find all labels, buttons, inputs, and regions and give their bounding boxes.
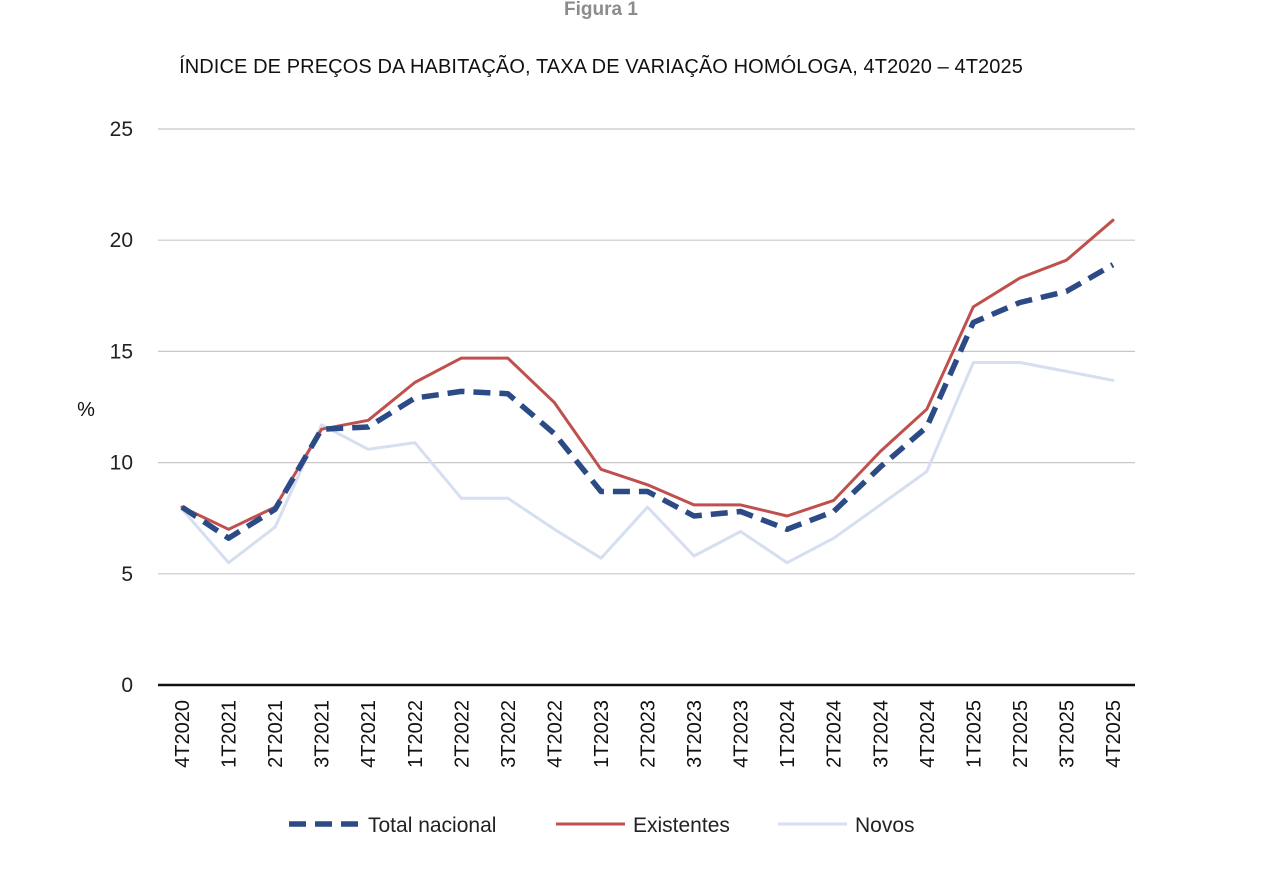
- y-tick-label: 20: [110, 229, 133, 252]
- x-tick-label: 3T2023: [684, 700, 706, 768]
- x-tick-label: 2T2024: [824, 700, 846, 768]
- chart-title: ÍNDICE DE PREÇOS DA HABITAÇÃO, TAXA DE V…: [179, 56, 1023, 78]
- x-tick-label: 2T2023: [638, 700, 660, 768]
- x-tick-label: 2T2025: [1010, 700, 1032, 768]
- figure-label: Figura 1: [564, 0, 638, 20]
- series-lines: [180, 218, 1115, 565]
- x-tick-label: 4T2020: [172, 700, 194, 768]
- x-tick-label: 1T2025: [963, 700, 985, 768]
- x-tick-label: 1T2021: [219, 700, 241, 768]
- x-tick-label: 3T2024: [870, 700, 892, 768]
- x-tick-label: 2T2021: [265, 700, 287, 768]
- x-tick-label: 4T2024: [917, 700, 939, 768]
- legend-label: Novos: [855, 814, 915, 837]
- y-tick-label: 0: [121, 674, 133, 697]
- x-tick-label: 1T2022: [405, 700, 427, 768]
- y-tick-label: 25: [110, 118, 133, 141]
- x-tick-label: 1T2024: [777, 700, 799, 768]
- y-tick-labels: 0 5 10 15 20 25: [110, 118, 133, 697]
- legend: Total nacional Existentes Novos: [289, 814, 915, 837]
- gridlines: [158, 128, 1135, 575]
- x-tick-label: 3T2025: [1056, 700, 1078, 768]
- x-tick-label: 2T2022: [451, 700, 473, 768]
- x-tick-label: 3T2021: [312, 700, 334, 768]
- series-line-existentes: [180, 218, 1115, 531]
- x-tick-label: 3T2022: [498, 700, 520, 768]
- legend-label: Total nacional: [368, 814, 496, 837]
- x-tick-label: 4T2021: [358, 700, 380, 768]
- y-tick-label: 15: [110, 340, 133, 363]
- y-axis-label: %: [77, 399, 95, 421]
- x-tick-label: 4T2025: [1103, 700, 1125, 768]
- y-tick-label: 10: [110, 452, 133, 475]
- series-line-novos: [180, 361, 1115, 565]
- y-tick-label: 5: [121, 563, 133, 586]
- x-tick-label: 4T2023: [731, 700, 753, 768]
- x-tick-label: 4T2022: [544, 700, 566, 768]
- legend-label: Existentes: [633, 814, 730, 837]
- x-tick-labels: 4T2020 1T2021 2T2021 3T2021 4T2021 1T2022 2T20…: [172, 700, 1125, 768]
- x-tick-label: 1T2023: [591, 700, 613, 768]
- series-line-total-nacional: [180, 262, 1115, 541]
